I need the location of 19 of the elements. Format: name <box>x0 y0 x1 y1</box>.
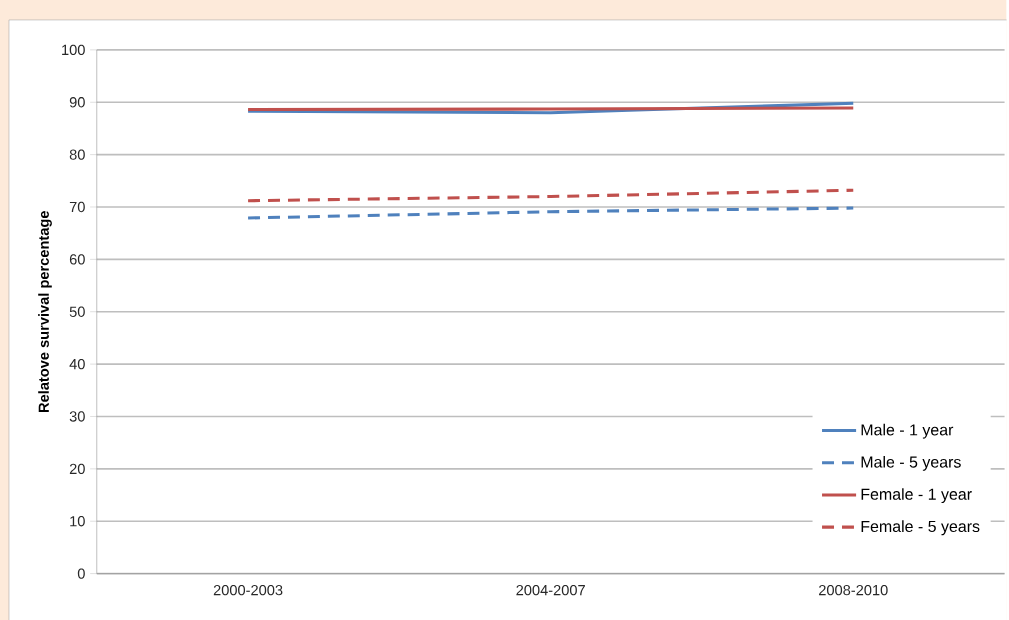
y-tick-label: 10 <box>70 515 85 527</box>
y-tick-label: 30 <box>69 411 85 422</box>
y-tick-label: 0 <box>77 568 85 579</box>
x-tick-label: 2000-2003 <box>213 584 283 596</box>
y-axis-title: Relatove survival percentage <box>38 210 52 412</box>
y-tick-label: 20 <box>69 463 85 474</box>
x-tick-label: 2004-2007 <box>516 584 585 596</box>
legend-label: Female - 1 year <box>861 487 972 503</box>
y-tick-label: 40 <box>69 358 85 370</box>
legend-label: Male - 1 year <box>861 423 954 439</box>
y-tick-label: 90 <box>69 96 85 108</box>
y-tick-label: 50 <box>69 306 85 317</box>
x-tick-label: 2008-2010 <box>819 584 888 596</box>
y-tick-label: 70 <box>69 201 85 212</box>
y-tick-label: 80 <box>69 149 85 160</box>
y-tick-label: 100 <box>62 44 85 55</box>
legend-label: Female - 5 years <box>861 520 980 535</box>
legend-label: Male - 5 years <box>861 455 961 471</box>
y-tick-label: 60 <box>69 253 85 265</box>
